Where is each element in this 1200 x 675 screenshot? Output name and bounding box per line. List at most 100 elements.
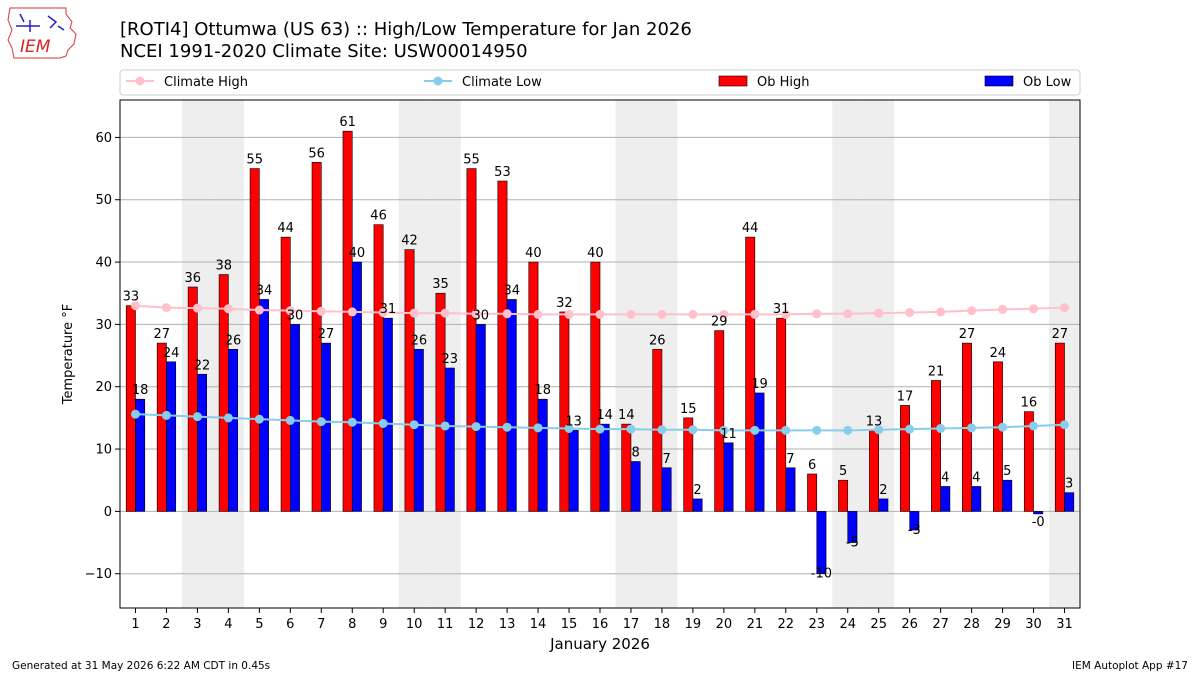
x-tick-label-3: 3: [193, 617, 201, 632]
ob-low-label-day-24: -5: [846, 536, 859, 551]
climate-lines: [130, 301, 1070, 435]
ob-low-bar-day-11: [444, 367, 455, 512]
climate-high-point-day-9: [378, 308, 388, 318]
logo-text: IEM: [20, 37, 51, 57]
ob-high-bar-day-26: [900, 405, 910, 512]
ob-high-label-day-27: 21: [928, 364, 945, 379]
climate-high-point-day-17: [626, 309, 636, 319]
ob-high-label-day-22: 31: [773, 302, 790, 317]
x-tick-label-18: 18: [654, 617, 671, 632]
ob-low-label-day-2: 24: [163, 346, 180, 361]
x-tick-label-9: 9: [379, 617, 387, 632]
ob-high-label-day-4: 38: [215, 259, 232, 274]
climate-high-point-day-29: [998, 304, 1008, 314]
x-tick-label-22: 22: [778, 617, 795, 632]
ob-low-label-day-15: 13: [565, 414, 582, 429]
climate-high-point-day-23: [812, 309, 822, 319]
climate-low-point-day-1: [130, 409, 140, 419]
ob-high-bar-day-16: [590, 261, 601, 512]
y-axis-label: Temperature °F: [61, 304, 76, 405]
climate-high-point-day-28: [967, 306, 977, 316]
ob-low-label-day-3: 22: [194, 358, 211, 373]
ob-low-label-day-18: 7: [662, 452, 670, 467]
ob-high-bar-day-17: [621, 423, 632, 512]
legend-ob-high-label: Ob High: [757, 75, 810, 90]
climate-low-point-day-3: [192, 412, 202, 422]
climate-high-point-day-16: [595, 309, 605, 319]
x-tick-label-17: 17: [623, 617, 640, 632]
x-tick-label-16: 16: [592, 617, 609, 632]
x-tick-label-25: 25: [870, 617, 887, 632]
legend-ob-low-label: Ob Low: [1023, 75, 1072, 90]
climate-low-point-day-17: [626, 424, 636, 434]
ob-high-label-day-5: 55: [246, 153, 263, 168]
climate-low-point-day-13: [502, 422, 512, 432]
y-tick-label-50: 50: [95, 193, 112, 208]
ob-low-bar-day-25: [878, 498, 889, 512]
x-axis-label: January 2026: [549, 635, 650, 653]
ob-high-label-day-20: 29: [711, 315, 728, 330]
ob-high-bar-day-24: [838, 479, 849, 512]
ob-high-bar-day-13: [497, 180, 508, 512]
ob-high-bar-day-19: [683, 417, 694, 512]
ob-low-label-day-6: 30: [287, 308, 304, 323]
ob-high-bar-day-29: [992, 361, 1003, 512]
ob-low-bar-day-10: [413, 349, 424, 512]
legend-frame: [119, 69, 1081, 96]
x-tick-label-24: 24: [839, 617, 856, 632]
ob-high-label-day-29: 24: [990, 346, 1007, 361]
x-axis: 1 2 3 4 5 6 7 8 9 10 11 12 13 14 15 16 17 18 19 20 21 22 23 24 2…: [131, 608, 1073, 632]
y-tick-label-20: 20: [95, 380, 112, 395]
ob-low-bar-day-3: [197, 373, 208, 512]
ob-low-label-day-22: 7: [786, 452, 794, 467]
legend-climate-high-label: Climate High: [164, 75, 248, 90]
climate-high-point-day-13: [502, 309, 512, 319]
ob-low-bar-day-21: [754, 392, 765, 512]
ob-low-bar-day-2: [166, 361, 177, 512]
climate-low-point-day-15: [564, 423, 574, 433]
weather-symbol: [16, 13, 65, 32]
ob-high-label-day-11: 35: [432, 277, 449, 292]
ob-high-bar-day-12: [466, 168, 477, 512]
climate-high-point-day-3: [192, 303, 202, 313]
ob-low-label-day-7: 27: [318, 327, 335, 342]
legend: Climate High Climate Low Ob High Ob Low: [119, 69, 1081, 96]
x-tick-label-26: 26: [901, 617, 918, 632]
ob-low-bar-day-15: [568, 430, 579, 512]
ob-high-label-day-13: 53: [494, 165, 511, 180]
ob-low-bar-day-16: [599, 423, 610, 512]
climate-low-point-day-30: [1029, 421, 1039, 431]
climate-low-point-day-5: [254, 414, 264, 424]
climate-high-point-day-7: [316, 306, 326, 316]
climate-high-point-day-14: [533, 309, 543, 319]
ob-low-bar-day-5: [259, 299, 269, 512]
y-tick-label-0: 0: [104, 505, 112, 520]
x-tick-label-13: 13: [499, 617, 516, 632]
ob-high-bar-day-6: [280, 236, 291, 512]
x-tick-label-20: 20: [716, 617, 733, 632]
ob-low-bar-day-7: [320, 342, 331, 512]
iowa-state-outline: [7, 7, 77, 59]
climate-high-point-day-8: [347, 307, 357, 317]
ob-high-bar-day-5: [249, 168, 260, 512]
climate-high-point-day-12: [471, 309, 481, 319]
climate-high-point-day-10: [409, 308, 419, 318]
ob-high-bar-day-15: [559, 311, 570, 512]
x-tick-label-14: 14: [530, 617, 547, 632]
ob-high-label-day-6: 44: [277, 221, 294, 236]
climate-low-point-day-25: [874, 425, 884, 435]
legend-climate-low-marker: [433, 76, 443, 86]
ob-low-bar-day-17: [630, 461, 641, 512]
climate-low-point-day-8: [347, 417, 357, 427]
climate-high-point-day-27: [936, 307, 946, 317]
iem-logo: IEM: [7, 7, 77, 59]
climate-low-point-day-11: [440, 421, 450, 431]
ob-high-label-day-26: 17: [897, 389, 914, 404]
ob-high-label-day-2: 27: [154, 327, 171, 342]
ob-low-bar-day-29: [1002, 479, 1013, 512]
climate-high-point-day-19: [688, 309, 698, 319]
ob-low-label-day-9: 31: [380, 302, 397, 317]
climate-high-point-day-31: [1060, 303, 1070, 313]
climate-low-point-day-31: [1060, 420, 1070, 430]
